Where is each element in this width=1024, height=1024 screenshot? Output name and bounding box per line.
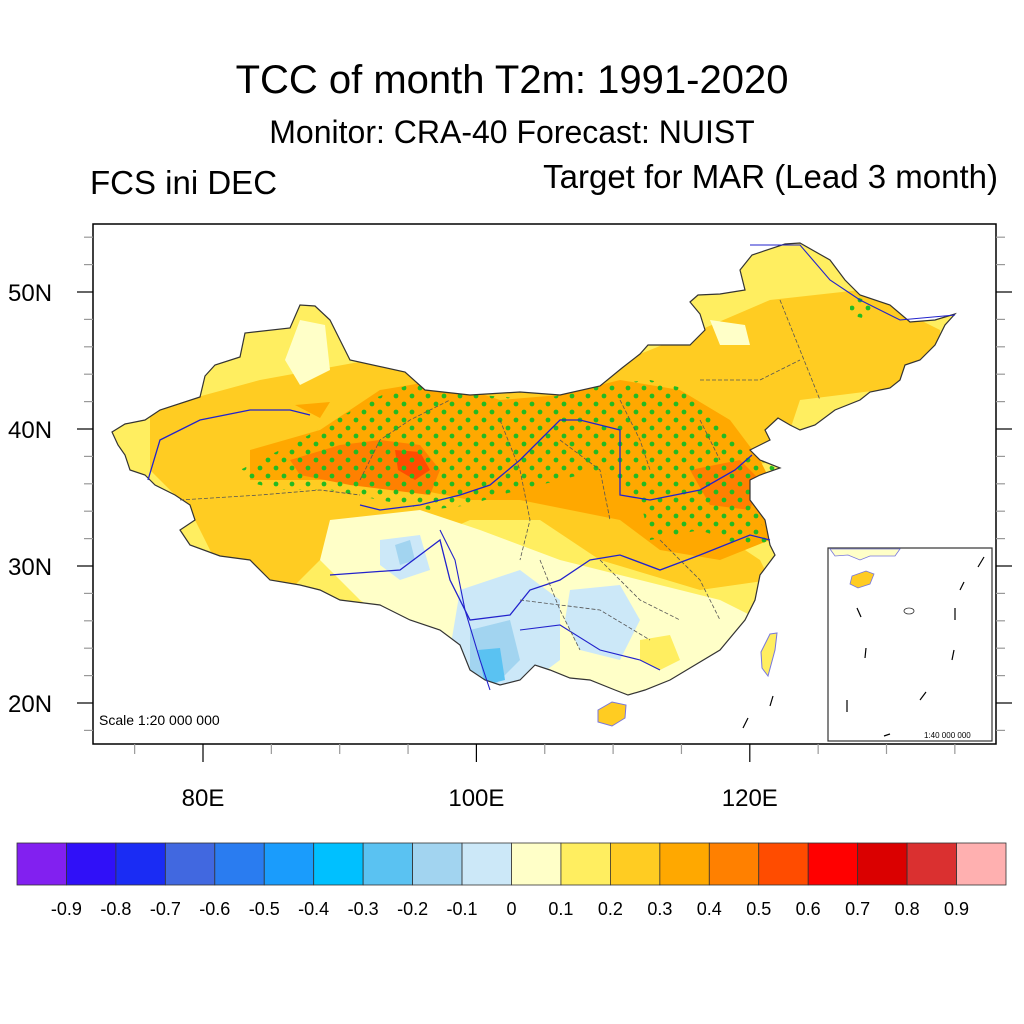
colorbar-label: 0.4	[697, 899, 722, 919]
stipple-region	[240, 380, 780, 545]
map-content	[111, 242, 957, 727]
pearl-river	[519, 624, 661, 671]
inset-scale-label: 1:40 000 000	[924, 731, 971, 740]
colorbar-label: -0.5	[249, 899, 280, 919]
colorbar-box	[214, 842, 265, 886]
colorbar-label: -0.3	[348, 899, 379, 919]
inset-dashes	[846, 556, 985, 737]
scale-label: Scale 1:20 000 000	[99, 712, 220, 728]
colorbar-box	[857, 842, 908, 886]
colorbar-label: -0.7	[150, 899, 181, 919]
inset-map: 1:40 000 000	[827, 547, 993, 742]
axes: 50N 40N 30N 20N 80E 100E 120E	[8, 236, 1012, 812]
colorbar-box	[263, 842, 315, 886]
province-borders	[179, 299, 821, 651]
inset-island-icon	[903, 607, 915, 615]
colorbar-label: -0.1	[447, 899, 478, 919]
nine-dash-line	[742, 695, 774, 729]
colorbar-box	[16, 842, 67, 886]
colorbar-box	[362, 842, 413, 886]
colorbar-label: 0.5	[746, 899, 771, 919]
colorbar-box	[906, 842, 957, 886]
colorbar-label: 0	[506, 899, 516, 919]
contour-0.3-nw	[295, 402, 330, 418]
mekong-river	[439, 529, 491, 691]
inset-hainan	[849, 570, 875, 589]
colorbar-box	[758, 842, 809, 886]
colorbar-box	[412, 842, 463, 886]
main-title: TCC of month T2m: 1991-2020	[235, 58, 789, 102]
contour-neg0.1-c	[565, 585, 640, 660]
lon-tick-label: 120E	[722, 785, 778, 812]
colorbar-box	[66, 842, 117, 886]
stipple-region-ne	[850, 295, 880, 320]
colorbar-box	[610, 842, 661, 886]
colorbar-box	[313, 842, 364, 886]
tarim-river	[147, 409, 311, 481]
colorbar: -0.9 -0.8 -0.7 -0.6 -0.5 -0.4 -0.3 -0.2 -0.1 0 0.1…	[16, 842, 1007, 919]
yangtze-river	[329, 534, 771, 621]
contour-neg0.2-b	[395, 540, 415, 565]
colorbar-label: 0.3	[647, 899, 672, 919]
colorbar-box	[708, 842, 760, 886]
colorbar-box	[659, 842, 710, 886]
colorbar-label: -0.8	[100, 899, 131, 919]
colorbar-label: 0.8	[895, 899, 920, 919]
lat-tick-label: 20N	[8, 691, 52, 718]
contour-0.1-ne	[710, 320, 750, 345]
colorbar-box	[461, 842, 512, 886]
right-string: Target for MAR (Lead 3 month)	[543, 158, 998, 195]
colorbar-box	[115, 842, 166, 886]
contour-0.1-xj	[285, 320, 330, 385]
subtitle: Monitor: CRA-40 Forecast: NUIST	[269, 114, 755, 150]
china-border	[111, 242, 957, 696]
colorbar-label: 0.7	[845, 899, 870, 919]
amur-river	[750, 244, 956, 321]
colorbar-box	[164, 842, 216, 886]
left-string: FCS ini DEC	[90, 164, 278, 201]
contour-0.2-south	[640, 635, 680, 670]
yellow-river	[359, 419, 753, 511]
lat-tick-label: 50N	[8, 280, 52, 307]
lon-tick-label: 80E	[182, 785, 225, 812]
colorbar-label: -0.6	[199, 899, 230, 919]
colorbar-box	[511, 842, 562, 886]
colorbar-label: 0.6	[796, 899, 821, 919]
colorbar-label: 0.2	[598, 899, 623, 919]
lon-tick-label: 100E	[448, 785, 504, 812]
lat-tick-label: 40N	[8, 417, 52, 444]
colorbar-label: -0.4	[298, 899, 329, 919]
colorbar-label: -0.2	[397, 899, 428, 919]
colorbar-label: 0.1	[548, 899, 573, 919]
inset-coast	[829, 548, 901, 561]
colorbar-box	[807, 842, 859, 886]
colorbar-label: 0.9	[944, 899, 969, 919]
colorbar-label: -0.9	[51, 899, 82, 919]
lat-tick-label: 30N	[8, 554, 52, 581]
hainan-island	[597, 701, 627, 727]
colorbar-box	[956, 842, 1007, 886]
taiwan-island	[760, 632, 778, 678]
colorbar-box	[560, 842, 611, 886]
